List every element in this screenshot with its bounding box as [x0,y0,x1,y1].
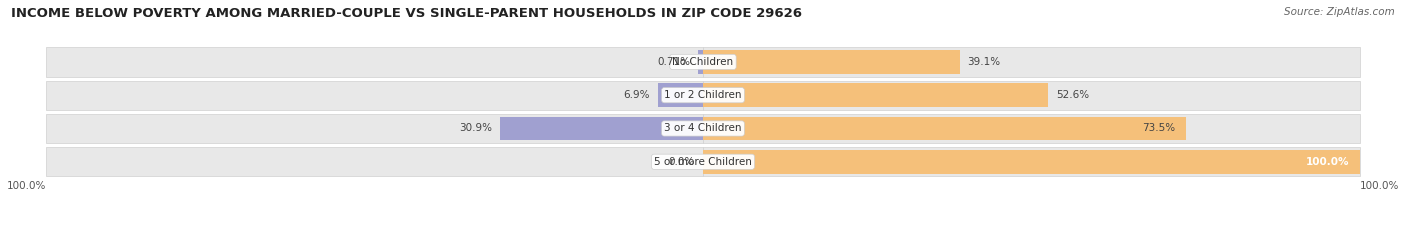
Text: Source: ZipAtlas.com: Source: ZipAtlas.com [1284,7,1395,17]
Text: 100.0%: 100.0% [1360,181,1399,191]
Text: No Children: No Children [672,57,734,67]
Bar [703,81,1360,110]
Text: INCOME BELOW POVERTY AMONG MARRIED-COUPLE VS SINGLE-PARENT HOUSEHOLDS IN ZIP COD: INCOME BELOW POVERTY AMONG MARRIED-COUPL… [11,7,803,20]
Text: 73.5%: 73.5% [1143,123,1175,134]
Text: 1 or 2 Children: 1 or 2 Children [664,90,742,100]
Bar [658,83,703,107]
Text: 52.6%: 52.6% [1056,90,1090,100]
Bar [46,47,703,77]
Bar [46,114,703,143]
Bar [703,150,1360,174]
Bar [703,83,1049,107]
Bar [703,147,1360,176]
Text: 0.71%: 0.71% [658,57,690,67]
Bar [699,50,703,74]
Text: 6.9%: 6.9% [623,90,650,100]
Bar [46,81,703,110]
Text: 5 or more Children: 5 or more Children [654,157,752,167]
Text: 30.9%: 30.9% [460,123,492,134]
Bar [46,147,703,176]
Text: 100.0%: 100.0% [1306,157,1350,167]
Bar [703,47,1360,77]
Text: 39.1%: 39.1% [967,57,1001,67]
Text: 0.0%: 0.0% [669,157,695,167]
Text: 100.0%: 100.0% [7,181,46,191]
Text: 3 or 4 Children: 3 or 4 Children [664,123,742,134]
Bar [703,50,960,74]
Bar [703,114,1360,143]
Bar [703,116,1185,140]
Bar [501,116,703,140]
